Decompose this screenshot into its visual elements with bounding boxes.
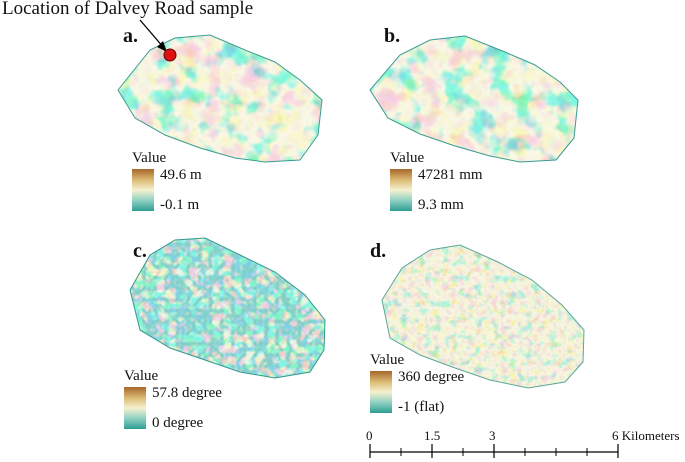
scale-bar-graphic [369,444,619,458]
legend-low-value: 9.3 mm [418,197,464,213]
annotation-arrow-head [157,41,167,52]
sample-point-dot [163,48,177,62]
sample-location-marker [139,19,177,62]
color-ramp [124,387,146,429]
legend-panel-d: Value 360 degree -1 (flat) [370,352,464,415]
map-panel-c [129,237,326,379]
legend-panel-a: Value 49.6 m -0.1 m [132,150,202,213]
scale-tick-label-0: 0 [366,428,373,443]
legend-high-value: 49.6 m [160,167,202,183]
map-panel-a [117,34,323,163]
panel-label-b: b. [384,25,401,47]
annotation-arrow-line [139,19,165,49]
legend-panel-b: Value 47281 mm 9.3 mm [390,150,483,213]
panel-label-c: c. [133,240,147,262]
sample-location-annotation: Location of Dalvey Road sample [2,0,254,19]
scale-tick-label-2: 3 [489,428,496,443]
scale-tick-label-1: 1.5 [424,428,441,443]
panel-label-a: a. [123,25,138,47]
panel-label-d: d. [370,240,387,262]
color-ramp [390,169,412,211]
legend-panel-c: Value 57.8 degree 0 degree [124,368,222,431]
legend-title: Value [370,352,405,368]
legend-high-value: 360 degree [398,369,465,385]
legend-low-value: -0.1 m [160,197,200,213]
legend-high-value: 57.8 degree [152,385,222,401]
legend-title: Value [390,150,425,166]
color-ramp [132,169,154,211]
legend-title: Value [124,368,159,384]
legend-high-value: 47281 mm [418,167,483,183]
scale-tick-label-3: 6 Kilometers [612,428,680,443]
map-panel-b [369,35,579,163]
scale-bar: 0 1.5 3 6 Kilometers [360,428,680,462]
color-ramp [370,371,392,413]
legend-low-value: -1 (flat) [398,399,445,415]
legend-low-value: 0 degree [152,415,204,431]
legend-title: Value [132,150,167,166]
